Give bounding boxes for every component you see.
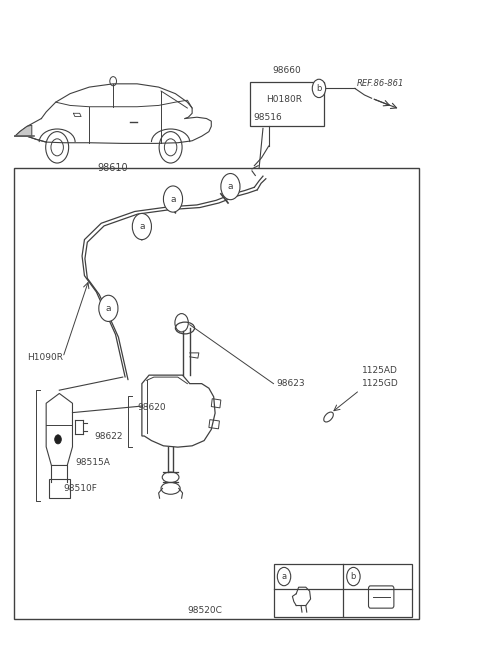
Text: a: a: [228, 182, 233, 191]
Circle shape: [277, 567, 291, 586]
Circle shape: [132, 213, 152, 239]
Text: a: a: [106, 304, 111, 313]
Text: 98623: 98623: [276, 379, 304, 388]
Text: 1125AD: 1125AD: [362, 366, 398, 375]
Text: 98653: 98653: [294, 572, 323, 581]
FancyBboxPatch shape: [274, 564, 412, 617]
Text: 98515A: 98515A: [75, 458, 110, 466]
Polygon shape: [15, 125, 32, 136]
Circle shape: [312, 79, 325, 98]
Text: 98510F: 98510F: [63, 484, 97, 493]
Text: 98520C: 98520C: [187, 606, 222, 615]
Text: b: b: [316, 84, 322, 93]
Text: a: a: [139, 222, 144, 231]
Circle shape: [163, 186, 182, 212]
Text: H1090R: H1090R: [27, 353, 63, 362]
Text: a: a: [170, 195, 176, 203]
Text: 98660: 98660: [272, 66, 301, 75]
Circle shape: [347, 567, 360, 586]
Circle shape: [99, 295, 118, 321]
Text: 98516: 98516: [253, 113, 282, 122]
Text: REF.86-861: REF.86-861: [357, 79, 405, 88]
Text: 98610: 98610: [98, 163, 129, 173]
Text: H0180R: H0180R: [266, 95, 302, 104]
Text: 98622: 98622: [94, 432, 122, 441]
Text: 98620: 98620: [137, 403, 166, 413]
Text: 98661G: 98661G: [363, 572, 399, 581]
FancyBboxPatch shape: [14, 168, 419, 619]
Text: 1125GD: 1125GD: [362, 379, 399, 388]
Circle shape: [55, 435, 61, 444]
Circle shape: [221, 173, 240, 199]
Text: a: a: [281, 572, 287, 581]
Text: b: b: [351, 572, 356, 581]
